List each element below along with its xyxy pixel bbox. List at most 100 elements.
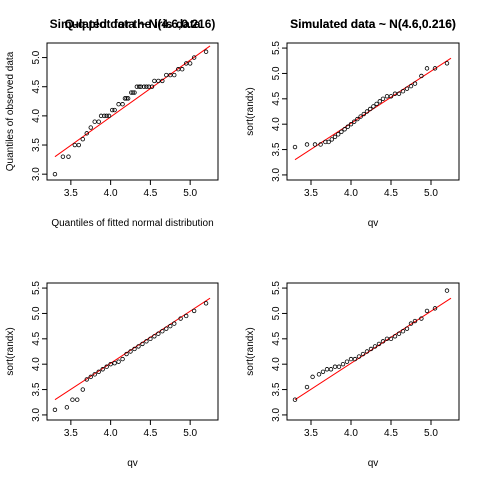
x-axis-label: qv xyxy=(368,218,379,229)
data-point xyxy=(408,321,414,326)
data-point xyxy=(124,351,129,357)
data-point xyxy=(304,384,310,390)
x-tick-label: 4.5 xyxy=(384,188,398,199)
data-point xyxy=(380,96,386,102)
data-point xyxy=(116,102,121,107)
data-point xyxy=(444,61,450,66)
plot-title: Simulated data ~ N(4.6,0.216) xyxy=(290,17,456,31)
data-point xyxy=(400,89,406,94)
data-point xyxy=(400,329,406,334)
qq-reference-line xyxy=(294,57,452,161)
data-point xyxy=(112,107,117,113)
x-tick-label: 4.0 xyxy=(104,188,118,199)
data-point xyxy=(332,364,338,369)
data-point xyxy=(156,331,161,336)
data-point xyxy=(203,49,209,54)
data-point xyxy=(98,113,104,119)
y-tick-label: 4.5 xyxy=(31,79,42,93)
y-axis-label: sort(randx) xyxy=(5,327,16,375)
data-point xyxy=(164,72,169,78)
data-point xyxy=(342,127,347,132)
y-tick-label: 3.0 xyxy=(31,167,42,181)
data-point xyxy=(312,142,318,147)
data-point xyxy=(328,367,334,372)
data-point xyxy=(368,346,374,352)
data-point xyxy=(96,369,101,374)
data-point xyxy=(183,313,189,319)
data-point xyxy=(187,61,193,66)
data-point xyxy=(380,339,386,344)
y-tick-label: 4.5 xyxy=(271,91,282,105)
data-point xyxy=(424,66,430,71)
y-tick-label: 4.5 xyxy=(271,331,282,345)
data-point xyxy=(92,372,97,377)
data-point xyxy=(318,142,323,147)
data-point xyxy=(404,326,410,331)
x-tick-label: 4.5 xyxy=(143,428,157,439)
data-point xyxy=(320,369,326,374)
data-point xyxy=(84,377,89,382)
data-point xyxy=(70,397,75,402)
data-point xyxy=(80,136,85,142)
y-axis-label: sort(randx) xyxy=(245,327,256,375)
x-tick-label: 5.0 xyxy=(183,428,197,439)
x-tick-label: 3.5 xyxy=(304,428,318,439)
data-point xyxy=(80,387,85,392)
qq-reference-line xyxy=(54,45,211,158)
data-point xyxy=(292,144,298,150)
data-point xyxy=(355,116,360,122)
data-point xyxy=(432,66,438,71)
data-point xyxy=(178,316,183,321)
data-point xyxy=(364,109,370,114)
data-point xyxy=(180,67,185,72)
data-point xyxy=(419,73,424,79)
data-point xyxy=(72,142,78,148)
y-axis-label: Quantiles of observed data xyxy=(5,51,16,171)
plot-frame xyxy=(46,42,219,181)
data-point xyxy=(120,102,125,107)
data-point xyxy=(64,405,70,410)
data-point xyxy=(203,301,209,306)
data-point xyxy=(377,99,382,104)
data-point xyxy=(137,84,142,89)
data-point xyxy=(136,344,141,349)
data-point xyxy=(348,121,354,127)
data-point xyxy=(52,407,58,413)
y-tick-label: 3.5 xyxy=(31,382,42,396)
data-point xyxy=(110,107,115,113)
plot-title: Simulated data ~ N(4.6,0.216) xyxy=(50,17,216,31)
data-point xyxy=(104,364,109,369)
data-point xyxy=(60,154,66,159)
y-tick-label: 3.5 xyxy=(31,138,42,152)
data-point xyxy=(172,321,177,326)
data-point xyxy=(146,84,152,89)
data-point xyxy=(332,134,338,140)
data-point xyxy=(129,90,134,95)
y-tick-label: 3.0 xyxy=(271,168,282,182)
data-point xyxy=(164,326,169,331)
data-point xyxy=(352,119,357,124)
x-tick-label: 4.5 xyxy=(384,428,398,439)
data-point xyxy=(326,139,331,145)
y-tick-label: 5.0 xyxy=(271,306,282,320)
data-point xyxy=(340,361,346,367)
data-point xyxy=(108,361,113,367)
data-point xyxy=(144,339,149,344)
data-point xyxy=(191,308,197,314)
data-point xyxy=(368,106,373,112)
data-point xyxy=(144,84,149,89)
data-point xyxy=(116,359,121,364)
data-point xyxy=(92,119,97,124)
qq-panel-3: Simulated data ~ N(4.6,0.216) 3.5 4.0 4.5 5.… xyxy=(5,17,219,469)
y-tick-label: 5.0 xyxy=(31,306,42,320)
x-tick-label: 4.0 xyxy=(344,428,358,439)
y-tick-label: 5.5 xyxy=(271,41,282,55)
data-point xyxy=(376,341,382,347)
data-point xyxy=(120,356,125,362)
data-point xyxy=(372,344,378,349)
qq-panel-4: Simulated data ~ N(4.6,0.216) 3.5 4.0 4.5 5.… xyxy=(245,17,460,469)
x-tick-label: 4.0 xyxy=(344,188,358,199)
data-point xyxy=(141,84,147,89)
data-point xyxy=(396,91,402,96)
